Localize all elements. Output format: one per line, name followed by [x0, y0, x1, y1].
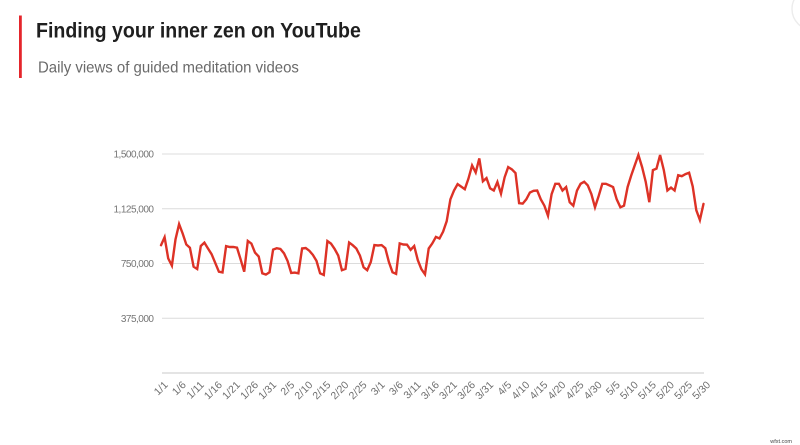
svg-text:1,125,000: 1,125,000 [114, 204, 155, 215]
svg-text:Daily views of guided meditati: Daily views of guided meditation videos [38, 59, 299, 76]
svg-text:1,500,000: 1,500,000 [114, 150, 155, 161]
svg-text:Finding your inner zen on YouT: Finding your inner zen on YouTube [36, 19, 361, 43]
svg-text:375,000: 375,000 [121, 314, 155, 325]
svg-text:750,000: 750,000 [121, 259, 155, 270]
svg-text:wfxt.com: wfxt.com [769, 439, 792, 445]
